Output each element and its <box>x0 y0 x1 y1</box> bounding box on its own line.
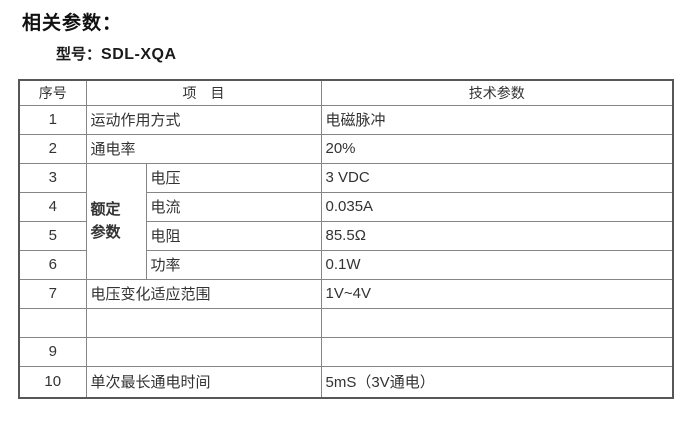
row-item <box>85 307 322 338</box>
row-item <box>85 336 322 367</box>
row-no <box>18 307 87 338</box>
row-subitem: 功率 <box>145 249 322 280</box>
row-no: 4 <box>18 191 87 222</box>
row-value: 电磁脉冲 <box>320 104 674 135</box>
header-params: 技术参数 <box>320 79 674 106</box>
row-value <box>320 307 674 338</box>
model-line: 型号：SDL-XQA <box>56 43 700 64</box>
row-no: 3 <box>18 162 87 193</box>
row-value: 0.1W <box>320 249 674 280</box>
row-no: 6 <box>18 249 87 280</box>
rated-params-group-label: 额定 参数 <box>85 162 147 280</box>
row-no: 5 <box>18 220 87 251</box>
row-no: 1 <box>18 104 87 135</box>
header-item: 项 目 <box>85 79 322 106</box>
row-no: 2 <box>18 133 87 164</box>
row-value <box>320 336 674 367</box>
row-item: 电压变化适应范围 <box>85 278 322 309</box>
row-value: 20% <box>320 133 674 164</box>
row-subitem: 电压 <box>145 162 322 193</box>
parameters-table: 序号 项 目 技术参数 1 运动作用方式 电磁脉冲 2 通电率 20% 3 额定… <box>18 79 674 399</box>
row-value: 3 VDC <box>320 162 674 193</box>
model-label: 型号： <box>56 46 102 63</box>
row-no: 7 <box>18 278 87 309</box>
row-no: 10 <box>18 365 87 399</box>
table-row: 1 运动作用方式 电磁脉冲 <box>18 104 674 135</box>
row-subitem: 电阻 <box>145 220 322 251</box>
table-row: 2 通电率 20% <box>18 133 674 164</box>
row-value: 0.035A <box>320 191 674 222</box>
row-value: 5mS（3V通电） <box>320 365 674 399</box>
header-index: 序号 <box>18 79 87 106</box>
table-row: 9 <box>18 336 674 367</box>
page-title: 相关参数： <box>22 13 123 34</box>
table-row: 3 额定 参数 电压 3 VDC <box>18 162 674 280</box>
table-row: 7 电压变化适应范围 1V~4V <box>18 278 674 309</box>
table-row: 10 单次最长通电时间 5mS（3V通电） <box>18 365 674 399</box>
group-label-line1: 额定 <box>90 200 121 218</box>
table-row-empty <box>18 307 674 338</box>
table-header-row: 序号 项 目 技术参数 <box>18 79 674 106</box>
row-item: 运动作用方式 <box>85 104 322 135</box>
table-row: 4 电流 0.035A <box>18 191 674 222</box>
row-value: 85.5Ω <box>320 220 674 251</box>
row-subitem: 电流 <box>145 191 322 222</box>
group-label-line2: 参数 <box>90 224 121 241</box>
table-row: 5 电阻 85.5Ω <box>18 220 674 251</box>
row-item: 单次最长通电时间 <box>85 365 322 399</box>
model-value: SDL-XQA <box>101 46 177 63</box>
row-item: 通电率 <box>85 133 322 164</box>
row-no: 9 <box>18 336 87 367</box>
row-value: 1V~4V <box>320 278 674 309</box>
